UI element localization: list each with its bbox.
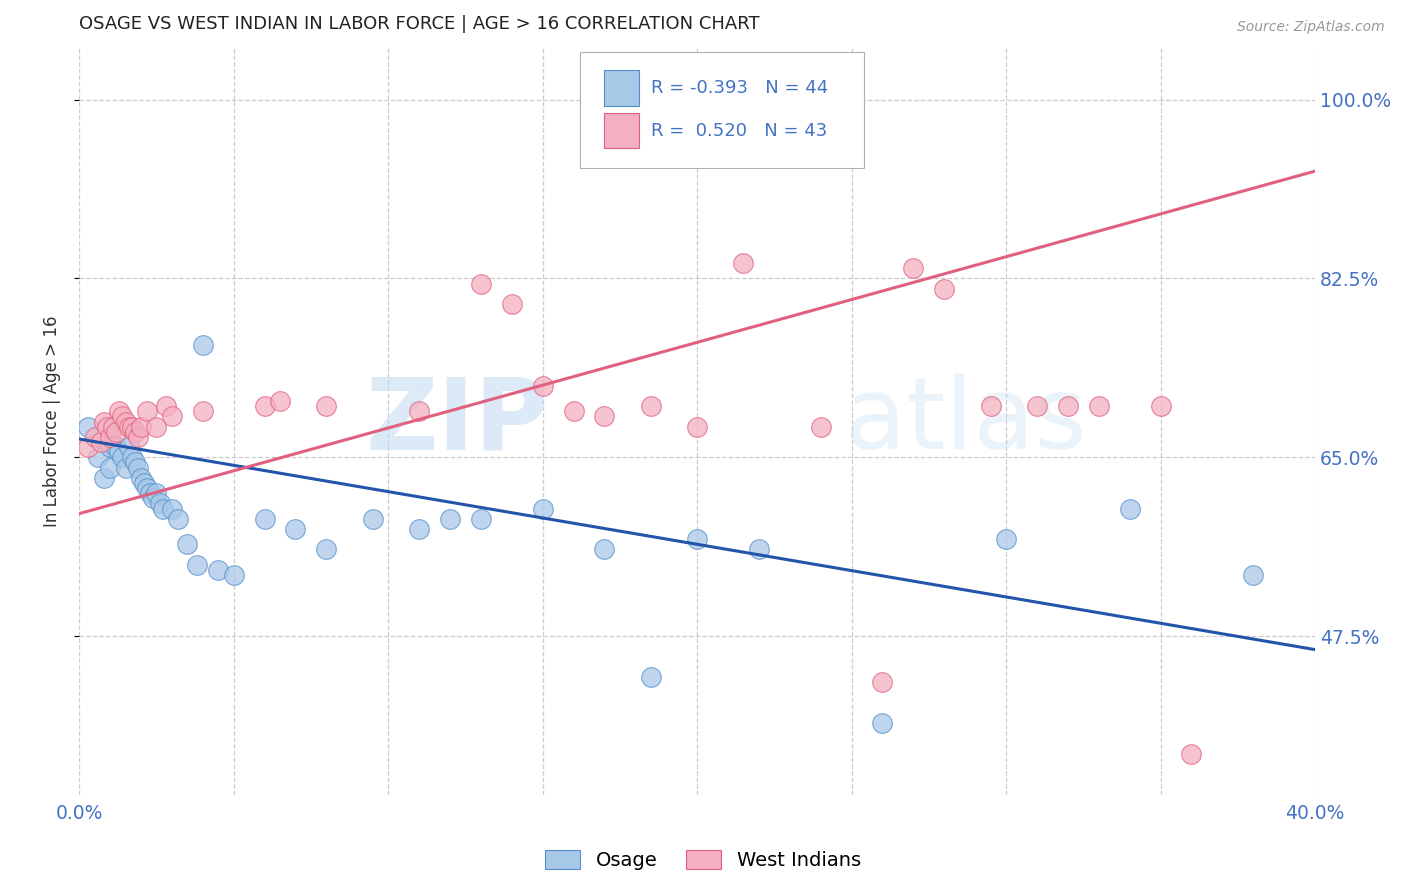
Point <box>124 455 146 469</box>
Point <box>136 481 159 495</box>
Point <box>1087 399 1109 413</box>
Point <box>121 450 143 465</box>
Point <box>160 501 183 516</box>
Point <box>531 501 554 516</box>
Point <box>93 415 115 429</box>
Point <box>593 542 616 557</box>
Point <box>191 404 214 418</box>
Point <box>108 445 131 459</box>
Point <box>470 512 492 526</box>
Point <box>593 409 616 424</box>
Point <box>501 297 523 311</box>
Point <box>640 670 662 684</box>
Point <box>1149 399 1171 413</box>
Point <box>117 440 139 454</box>
Text: OSAGE VS WEST INDIAN IN LABOR FORCE | AGE > 16 CORRELATION CHART: OSAGE VS WEST INDIAN IN LABOR FORCE | AG… <box>79 15 759 33</box>
FancyBboxPatch shape <box>605 112 638 148</box>
Point <box>980 399 1002 413</box>
Text: R =  0.520   N = 43: R = 0.520 N = 43 <box>651 121 828 139</box>
Point <box>155 399 177 413</box>
Point <box>124 425 146 439</box>
Point <box>408 404 430 418</box>
Point <box>117 419 139 434</box>
Point <box>640 399 662 413</box>
Point <box>903 261 925 276</box>
Text: Source: ZipAtlas.com: Source: ZipAtlas.com <box>1237 20 1385 34</box>
Point <box>439 512 461 526</box>
Point <box>934 282 956 296</box>
Legend: Osage, West Indians: Osage, West Indians <box>537 842 869 878</box>
Point <box>98 430 121 444</box>
Point <box>83 430 105 444</box>
Point <box>148 496 170 510</box>
Text: R = -0.393   N = 44: R = -0.393 N = 44 <box>651 79 828 97</box>
FancyBboxPatch shape <box>605 70 638 106</box>
Point <box>105 425 128 439</box>
Point <box>253 399 276 413</box>
Point <box>531 379 554 393</box>
Point <box>733 256 755 270</box>
Point <box>1180 747 1202 761</box>
Point <box>408 522 430 536</box>
Point <box>127 430 149 444</box>
FancyBboxPatch shape <box>579 52 863 168</box>
Point <box>111 409 134 424</box>
Point <box>176 537 198 551</box>
Point <box>315 542 337 557</box>
Point <box>315 399 337 413</box>
Point <box>86 450 108 465</box>
Point <box>77 419 100 434</box>
Point <box>114 460 136 475</box>
Point <box>101 419 124 434</box>
Point <box>284 522 307 536</box>
Point <box>810 419 832 434</box>
Point <box>98 460 121 475</box>
Point <box>129 471 152 485</box>
Point <box>145 419 167 434</box>
Point <box>1241 568 1264 582</box>
Point <box>160 409 183 424</box>
Point <box>114 415 136 429</box>
Point <box>98 440 121 454</box>
Point <box>686 532 709 546</box>
Point <box>129 419 152 434</box>
Point <box>132 475 155 490</box>
Point <box>93 471 115 485</box>
Point <box>1056 399 1078 413</box>
Point <box>152 501 174 516</box>
Point <box>470 277 492 291</box>
Point <box>96 419 118 434</box>
Y-axis label: In Labor Force | Age > 16: In Labor Force | Age > 16 <box>44 316 60 527</box>
Point <box>111 450 134 465</box>
Point <box>145 486 167 500</box>
Point <box>142 491 165 506</box>
Point <box>1026 399 1049 413</box>
Point <box>191 338 214 352</box>
Point <box>136 404 159 418</box>
Point <box>872 716 894 731</box>
Point <box>121 419 143 434</box>
Point <box>995 532 1018 546</box>
Point <box>686 419 709 434</box>
Point <box>108 404 131 418</box>
Point <box>562 404 585 418</box>
Point <box>167 512 190 526</box>
Point <box>186 558 208 572</box>
Point <box>253 512 276 526</box>
Point <box>77 440 100 454</box>
Point <box>361 512 384 526</box>
Point <box>1118 501 1140 516</box>
Point <box>207 563 229 577</box>
Point <box>139 486 162 500</box>
Text: ZIP: ZIP <box>366 373 548 470</box>
Point <box>748 542 770 557</box>
Point <box>90 435 112 450</box>
Text: atlas: atlas <box>845 373 1087 470</box>
Point <box>269 394 291 409</box>
Point <box>872 675 894 690</box>
Point <box>105 440 128 454</box>
Point <box>127 460 149 475</box>
Point <box>222 568 245 582</box>
